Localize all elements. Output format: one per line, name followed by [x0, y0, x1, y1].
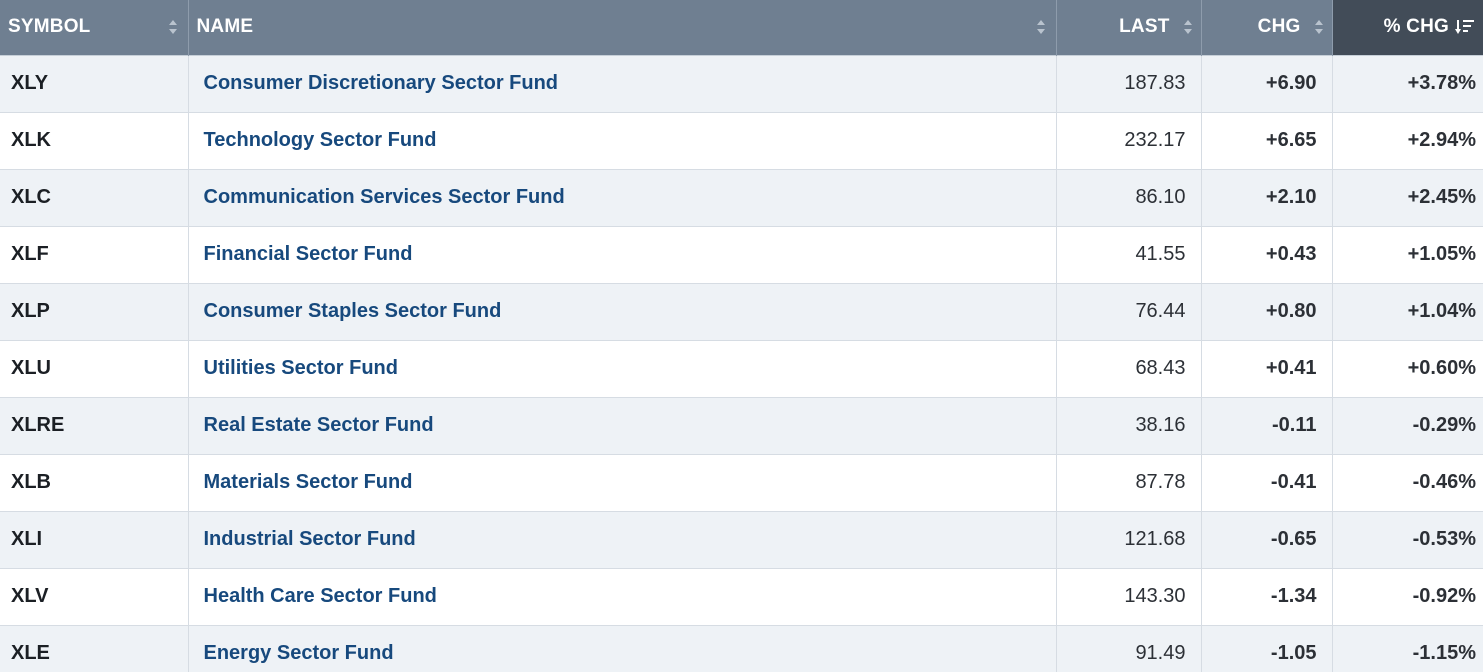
table-header: SYMBOL NAME LAST CHG — [0, 0, 1483, 55]
last-price-cell: 91.49 — [1056, 624, 1202, 672]
symbol-cell: XLY — [0, 54, 189, 112]
column-header-chg[interactable]: CHG — [1201, 0, 1333, 55]
fund-name-link[interactable]: Financial Sector Fund — [203, 243, 413, 265]
table-row[interactable]: XLK Technology Sector Fund 232.17 +6.65 +2.9… — [0, 111, 1483, 169]
change-cell: +2.10 — [1201, 168, 1333, 226]
percent-change-cell: +2.45% — [1332, 168, 1483, 226]
column-header-label: LAST — [1119, 16, 1170, 38]
table-body: XLY Consumer Discretionary Sector Fund 187… — [0, 54, 1483, 672]
symbol-cell: XLP — [0, 282, 189, 340]
percent-change-cell: -0.46% — [1332, 453, 1483, 511]
last-price-cell: 143.30 — [1056, 567, 1202, 625]
change-cell: +6.90 — [1201, 54, 1333, 112]
last-price-cell: 38.16 — [1056, 396, 1202, 454]
name-cell: Financial Sector Fund — [188, 225, 1057, 283]
percent-change-cell: -0.53% — [1332, 510, 1483, 568]
table-row[interactable]: XLY Consumer Discretionary Sector Fund 187… — [0, 54, 1483, 112]
name-cell: Industrial Sector Fund — [188, 510, 1057, 568]
fund-name-link[interactable]: Technology Sector Fund — [203, 129, 437, 151]
name-cell: Consumer Discretionary Sector Fund — [188, 54, 1057, 112]
fund-name-link[interactable]: Industrial Sector Fund — [203, 528, 416, 550]
sort-descending-icon — [1455, 20, 1474, 35]
change-cell: -1.05 — [1201, 624, 1333, 672]
column-header-symbol[interactable]: SYMBOL — [0, 0, 189, 55]
column-header-label: % CHG — [1383, 16, 1449, 38]
sort-updown-icon — [1183, 20, 1192, 35]
column-header-label: SYMBOL — [8, 16, 91, 38]
table-row[interactable]: XLU Utilities Sector Fund 68.43 +0.41 +0.60% — [0, 339, 1483, 397]
fund-name-link[interactable]: Materials Sector Fund — [203, 471, 413, 493]
fund-name-link[interactable]: Communication Services Sector Fund — [203, 186, 565, 208]
percent-change-cell: +2.94% — [1332, 111, 1483, 169]
table-row[interactable]: XLE Energy Sector Fund 91.49 -1.05 -1.15% — [0, 624, 1483, 672]
fund-name-link[interactable]: Real Estate Sector Fund — [203, 414, 434, 436]
percent-change-cell: -1.15% — [1332, 624, 1483, 672]
percent-change-cell: -0.29% — [1332, 396, 1483, 454]
column-header-last[interactable]: LAST — [1056, 0, 1202, 55]
table-row[interactable]: XLF Financial Sector Fund 41.55 +0.43 +1.05% — [0, 225, 1483, 283]
change-cell: +6.65 — [1201, 111, 1333, 169]
column-header-label: CHG — [1257, 16, 1301, 38]
name-cell: Communication Services Sector Fund — [188, 168, 1057, 226]
table-row[interactable]: XLB Materials Sector Fund 87.78 -0.41 -0.46% — [0, 453, 1483, 511]
table-row[interactable]: XLRE Real Estate Sector Fund 38.16 -0.11 -0.… — [0, 396, 1483, 454]
percent-change-cell: +3.78% — [1332, 54, 1483, 112]
fund-name-link[interactable]: Energy Sector Fund — [203, 642, 394, 665]
last-price-cell: 86.10 — [1056, 168, 1202, 226]
table-row[interactable]: XLP Consumer Staples Sector Fund 76.44 +0.8… — [0, 282, 1483, 340]
sort-updown-icon — [168, 20, 177, 34]
symbol-cell: XLF — [0, 225, 189, 283]
table-row[interactable]: XLI Industrial Sector Fund 121.68 -0.65 -0.5… — [0, 510, 1483, 568]
column-header-label: NAME — [196, 16, 254, 38]
column-header-name[interactable]: NAME — [188, 0, 1057, 55]
fund-name-link[interactable]: Health Care Sector Fund — [203, 585, 437, 607]
symbol-cell: XLC — [0, 168, 189, 226]
name-cell: Energy Sector Fund — [188, 624, 1057, 672]
name-cell: Materials Sector Fund — [188, 453, 1057, 511]
symbol-cell: XLI — [0, 510, 189, 568]
symbol-cell: XLV — [0, 567, 189, 625]
sort-updown-icon — [1036, 20, 1045, 34]
name-cell: Real Estate Sector Fund — [188, 396, 1057, 454]
change-cell: -0.11 — [1201, 396, 1333, 454]
name-cell: Utilities Sector Fund — [188, 339, 1057, 397]
last-price-cell: 187.83 — [1056, 54, 1202, 112]
change-cell: +0.41 — [1201, 339, 1333, 397]
change-cell: +0.43 — [1201, 225, 1333, 283]
change-cell: -1.34 — [1201, 567, 1333, 625]
symbol-cell: XLU — [0, 339, 189, 397]
last-price-cell: 68.43 — [1056, 339, 1202, 397]
last-price-cell: 41.55 — [1056, 225, 1202, 283]
sort-updown-icon — [1314, 20, 1323, 35]
last-price-cell: 76.44 — [1056, 282, 1202, 340]
table-row[interactable]: XLC Communication Services Sector Fund 86.… — [0, 168, 1483, 226]
last-price-cell: 87.78 — [1056, 453, 1202, 511]
percent-change-cell: -0.92% — [1332, 567, 1483, 625]
percent-change-cell: +1.04% — [1332, 282, 1483, 340]
symbol-cell: XLK — [0, 111, 189, 169]
change-cell: -0.65 — [1201, 510, 1333, 568]
change-cell: +0.80 — [1201, 282, 1333, 340]
fund-name-link[interactable]: Consumer Staples Sector Fund — [203, 300, 502, 322]
symbol-cell: XLE — [0, 624, 189, 672]
symbol-cell: XLB — [0, 453, 189, 511]
name-cell: Health Care Sector Fund — [188, 567, 1057, 625]
fund-name-link[interactable]: Consumer Discretionary Sector Fund — [203, 72, 559, 94]
last-price-cell: 121.68 — [1056, 510, 1202, 568]
header-row: SYMBOL NAME LAST CHG — [0, 0, 1483, 55]
change-cell: -0.41 — [1201, 453, 1333, 511]
last-price-cell: 232.17 — [1056, 111, 1202, 169]
percent-change-cell: +0.60% — [1332, 339, 1483, 397]
percent-change-cell: +1.05% — [1332, 225, 1483, 283]
symbol-cell: XLRE — [0, 396, 189, 454]
fund-name-link[interactable]: Utilities Sector Fund — [203, 357, 398, 379]
table-row[interactable]: XLV Health Care Sector Fund 143.30 -1.34 -0.… — [0, 567, 1483, 625]
name-cell: Technology Sector Fund — [188, 111, 1057, 169]
name-cell: Consumer Staples Sector Fund — [188, 282, 1057, 340]
column-header-pct-chg[interactable]: % CHG — [1332, 0, 1483, 55]
